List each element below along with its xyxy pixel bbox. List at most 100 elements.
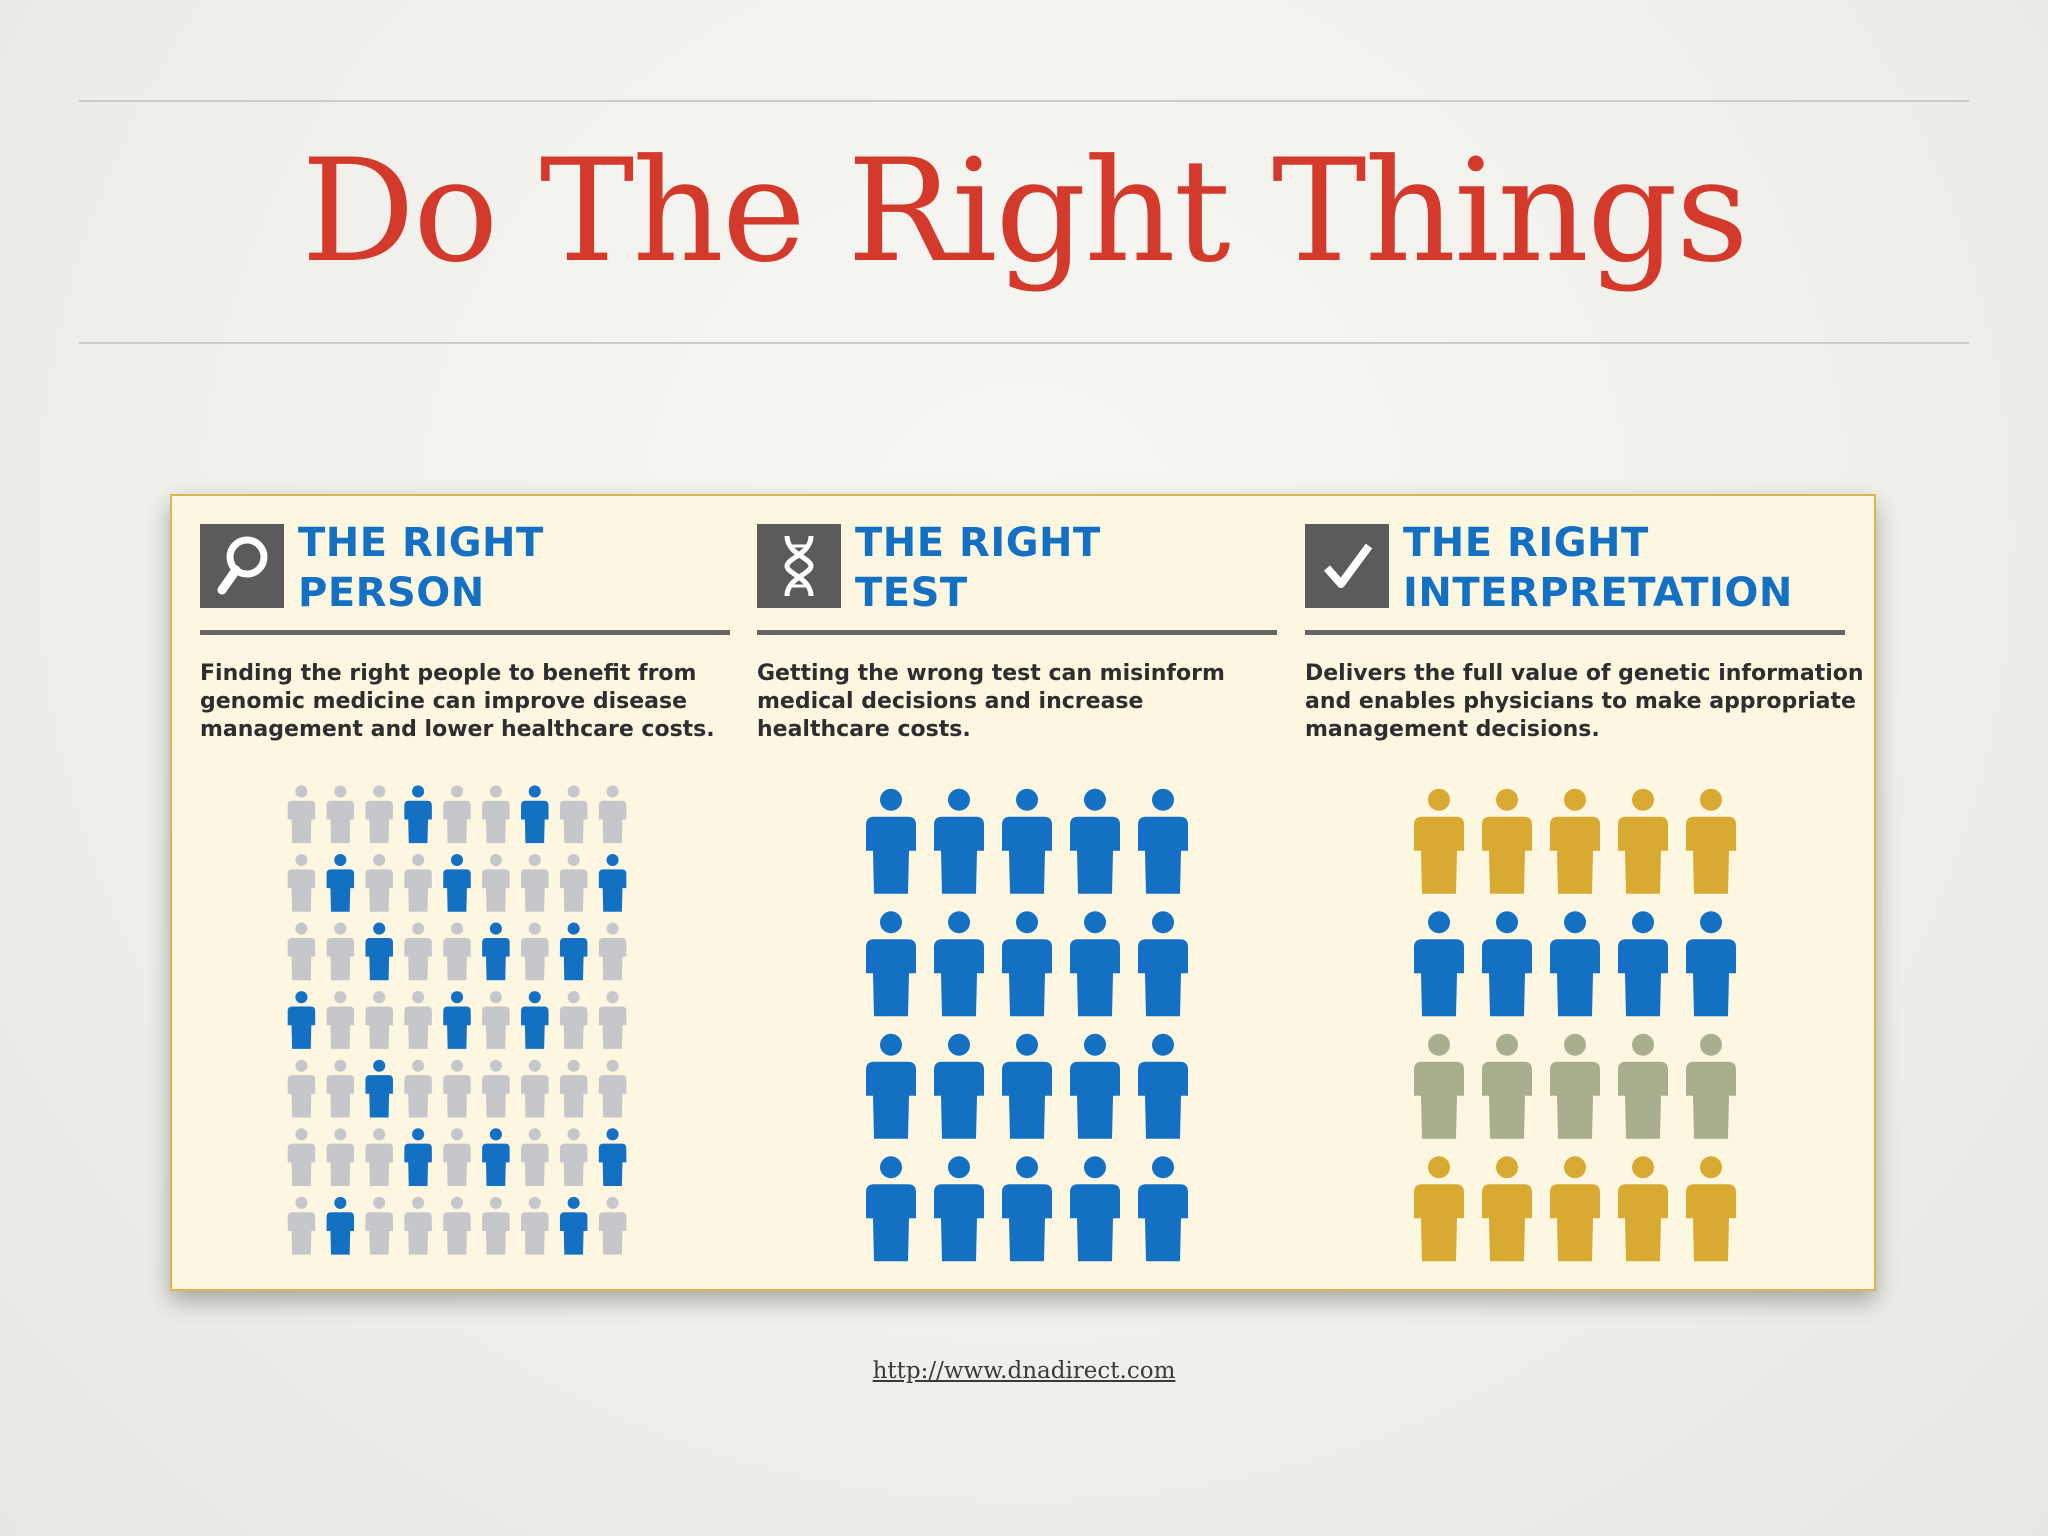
panel-description: Finding the right people to benefit from… bbox=[200, 660, 715, 744]
person-figure bbox=[1550, 788, 1600, 894]
person-figure bbox=[326, 1196, 355, 1255]
person-figure bbox=[866, 788, 916, 894]
person-figure bbox=[482, 922, 510, 981]
person-figure bbox=[1138, 911, 1188, 1017]
person-figure bbox=[521, 1059, 549, 1118]
person-figure bbox=[287, 853, 316, 912]
description-line: management decisions. bbox=[1305, 717, 1600, 742]
person-figure bbox=[482, 1059, 510, 1118]
person-figure bbox=[1070, 1156, 1120, 1262]
person-figure bbox=[866, 911, 916, 1017]
column-right-test: THE RIGHT TEST Getting the wrong test ca… bbox=[757, 496, 1277, 1289]
person-figure bbox=[1070, 911, 1120, 1017]
person-figure bbox=[404, 922, 432, 981]
description-line: genomic medicine can improve disease bbox=[200, 689, 688, 714]
column-right-person: THE RIGHT PERSON Finding the right peopl… bbox=[200, 496, 730, 1289]
person-figure bbox=[404, 1059, 432, 1118]
person-figure bbox=[598, 1128, 627, 1187]
column-divider bbox=[200, 630, 730, 635]
person-figure bbox=[1070, 788, 1120, 894]
figure-grid bbox=[287, 785, 627, 1255]
person-figure bbox=[482, 991, 510, 1049]
person-figure bbox=[934, 911, 984, 1017]
description-line: Getting the wrong test can misinform bbox=[757, 661, 1225, 686]
figure-grid bbox=[1414, 788, 1736, 1262]
person-figure bbox=[443, 785, 471, 844]
person-figure bbox=[1686, 1033, 1736, 1139]
person-figure bbox=[1002, 788, 1052, 894]
bottom-divider bbox=[79, 342, 1969, 344]
person-figure bbox=[443, 1196, 471, 1255]
person-figure bbox=[1414, 788, 1464, 894]
person-figure bbox=[482, 785, 510, 844]
person-figure bbox=[559, 922, 588, 981]
person-figure bbox=[598, 1059, 627, 1118]
person-figure bbox=[287, 991, 316, 1049]
person-figure bbox=[326, 853, 355, 912]
person-figure bbox=[521, 922, 549, 981]
person-figure bbox=[326, 785, 355, 844]
person-figure bbox=[1550, 911, 1600, 1017]
person-figure bbox=[365, 1059, 393, 1118]
panel-heading: THE RIGHT PERSON bbox=[298, 518, 544, 618]
heading-line: THE RIGHT bbox=[1403, 520, 1649, 566]
person-figure bbox=[598, 853, 627, 912]
person-figure bbox=[1618, 788, 1668, 894]
person-figure bbox=[598, 1196, 627, 1255]
person-figure bbox=[559, 1128, 588, 1187]
description-line: Finding the right people to benefit from bbox=[200, 661, 697, 686]
person-figure bbox=[559, 785, 588, 844]
person-figure bbox=[1482, 788, 1532, 894]
person-figure bbox=[365, 922, 393, 981]
person-figure bbox=[365, 1128, 393, 1187]
person-figure bbox=[866, 1033, 916, 1139]
top-divider bbox=[79, 100, 1969, 102]
person-figure bbox=[1686, 911, 1736, 1017]
panel-heading: THE RIGHT INTERPRETATION bbox=[1403, 518, 1793, 618]
person-figure bbox=[404, 1196, 432, 1255]
column-divider bbox=[1305, 630, 1845, 635]
person-figure bbox=[1070, 1033, 1120, 1139]
person-figure bbox=[1550, 1033, 1600, 1139]
heading-line: THE RIGHT bbox=[298, 520, 544, 566]
column-divider bbox=[757, 630, 1277, 635]
person-figure bbox=[559, 991, 588, 1049]
person-figure bbox=[404, 991, 432, 1049]
heading-line: PERSON bbox=[298, 570, 485, 616]
description-line: medical decisions and increase bbox=[757, 689, 1144, 714]
description-line: and enables physicians to make appropria… bbox=[1305, 689, 1856, 714]
person-figure bbox=[1414, 911, 1464, 1017]
person-figure bbox=[598, 785, 627, 844]
person-figure bbox=[365, 991, 393, 1049]
person-figure bbox=[521, 991, 549, 1049]
person-figure bbox=[866, 1156, 916, 1262]
person-figure bbox=[1550, 1156, 1600, 1262]
person-figure bbox=[1414, 1033, 1464, 1139]
person-figure bbox=[1482, 1156, 1532, 1262]
person-figure bbox=[365, 785, 393, 844]
person-figure bbox=[365, 853, 393, 912]
person-figure bbox=[934, 1033, 984, 1139]
person-figure bbox=[521, 1128, 549, 1187]
panel-heading: THE RIGHT TEST bbox=[855, 518, 1101, 618]
person-figure bbox=[598, 991, 627, 1049]
person-figure bbox=[1618, 1156, 1668, 1262]
person-figure bbox=[482, 1196, 510, 1255]
person-figure bbox=[1618, 911, 1668, 1017]
person-figure bbox=[1686, 788, 1736, 894]
person-figure bbox=[934, 788, 984, 894]
source-link[interactable]: http://www.dnadirect.com bbox=[872, 1358, 1176, 1384]
person-figure bbox=[1138, 788, 1188, 894]
heading-line: THE RIGHT bbox=[855, 520, 1101, 566]
person-figure bbox=[934, 1156, 984, 1262]
heading-line: TEST bbox=[855, 570, 968, 616]
person-figure bbox=[287, 1059, 316, 1118]
column-right-interpretation: THE RIGHT INTERPRETATION Delivers the fu… bbox=[1305, 496, 1864, 1289]
person-figure bbox=[521, 1196, 549, 1255]
person-figure bbox=[482, 853, 510, 912]
person-figure bbox=[443, 853, 471, 912]
person-figure bbox=[443, 1059, 471, 1118]
dna-icon bbox=[757, 524, 841, 608]
person-figure bbox=[521, 853, 549, 912]
panel-description: Getting the wrong test can misinform med… bbox=[757, 660, 1225, 744]
